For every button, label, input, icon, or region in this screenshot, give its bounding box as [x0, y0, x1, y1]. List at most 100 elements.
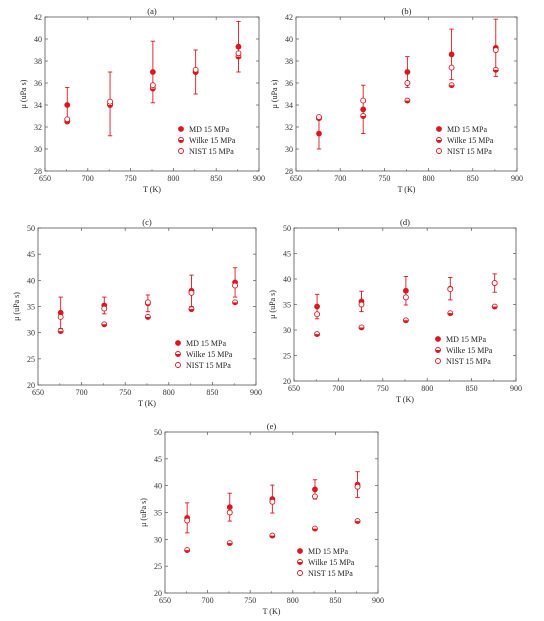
x-axis-label: T (K)	[138, 399, 156, 408]
x-tick-label: 750	[377, 384, 389, 393]
y-tick-label: 38	[34, 57, 42, 66]
data-point	[184, 547, 191, 554]
legend-marker	[435, 358, 441, 364]
data-point	[226, 540, 233, 547]
x-tick-label: 750	[378, 174, 390, 183]
data-point	[354, 483, 361, 490]
data-point	[448, 64, 455, 71]
y-tick-label: 25	[283, 352, 291, 361]
data-point	[232, 299, 239, 306]
data-point	[101, 321, 108, 328]
data-point	[404, 97, 411, 104]
legend-marker	[435, 347, 441, 353]
x-tick-label: 700	[76, 388, 88, 397]
legend-label: Wilke 15 MPa	[308, 558, 355, 567]
x-tick-label: 800	[287, 596, 299, 605]
data-point	[491, 280, 498, 287]
legend-label: Wilke 15 MPa	[186, 350, 233, 359]
data-point	[64, 102, 71, 108]
x-tick-label: 700	[334, 174, 346, 183]
legend-label: NIST 15 MPa	[186, 361, 231, 370]
legend-label: MD 15 MPa	[446, 335, 486, 344]
series-open-circle	[316, 47, 499, 121]
y-tick-label: 32	[285, 123, 293, 132]
x-tick-label: 800	[163, 388, 175, 397]
y-tick-label: 38	[285, 57, 293, 66]
legend-marker	[178, 148, 184, 154]
y-axis-label: μ (uPa s)	[12, 292, 21, 321]
series-open-circle	[64, 50, 242, 123]
y-tick-label: 34	[285, 101, 293, 110]
data-point	[360, 106, 367, 113]
x-tick-label: 700	[332, 384, 344, 393]
y-tick-label: 50	[154, 428, 162, 437]
y-tick-label: 32	[34, 123, 42, 132]
panel-title: (d)	[400, 217, 410, 227]
legend-label: MD 15 MPa	[189, 125, 229, 134]
legend-marker	[435, 336, 441, 342]
data-point	[312, 486, 318, 493]
legend-label: NIST 15 MPa	[446, 357, 491, 366]
x-tick-label: 900	[253, 174, 265, 183]
data-point	[492, 47, 499, 53]
series-filled-circle	[64, 20, 242, 137]
legend-marker	[436, 148, 442, 154]
legend-marker	[175, 362, 181, 368]
data-point	[402, 294, 409, 301]
x-tick-label: 850	[467, 174, 479, 183]
y-tick-label: 25	[27, 355, 35, 364]
data-point	[64, 116, 71, 123]
legend: MD 15 MPa Wilke 15 MPa NIST 15 MPa	[297, 547, 355, 578]
series-half-filled-circle	[57, 299, 239, 335]
legend-marker	[175, 340, 181, 346]
legend: MD 15 MPa Wilke 15 MPa NIST 15 MPa	[435, 335, 493, 366]
x-tick-label: 650	[159, 596, 171, 605]
x-axis-label: T (K)	[398, 185, 416, 194]
x-tick-label: 850	[466, 384, 478, 393]
legend-marker	[436, 126, 442, 132]
x-tick-label: 650	[290, 174, 302, 183]
y-tick-label: 36	[285, 79, 293, 88]
data-point	[316, 114, 322, 121]
y-axis-label: μ (uPa s)	[270, 79, 279, 108]
data-point	[360, 97, 367, 104]
data-point	[57, 314, 64, 320]
series-half-filled-circle	[184, 518, 361, 554]
x-tick-label: 800	[423, 174, 435, 183]
data-point	[447, 310, 454, 317]
legend-marker	[436, 137, 442, 143]
legend-label: Wilke 15 MPa	[189, 136, 236, 145]
y-tick-label: 30	[283, 326, 291, 335]
legend-label: NIST 15 MPa	[447, 147, 492, 156]
y-tick-label: 28	[285, 167, 293, 176]
chart-panel-a: (a) 650 700 750 800 850 900 28 30 32 34 36 38 40 42 T (…	[19, 6, 265, 194]
data-point	[184, 517, 191, 524]
data-point	[314, 311, 321, 318]
y-tick-label: 30	[154, 535, 162, 544]
legend-label: Wilke 15 MPa	[447, 136, 494, 145]
legend-label: Wilke 15 MPa	[446, 346, 493, 355]
data-point	[232, 282, 239, 289]
data-point	[447, 286, 454, 293]
legend-marker	[297, 559, 303, 565]
data-point	[314, 331, 321, 338]
y-tick-label: 20	[283, 377, 291, 386]
chart-panel-d: (d) 650 700 750 800 850 900 20 25 30 35 40 45 50 T (K)…	[268, 217, 522, 404]
y-tick-label: 34	[34, 101, 42, 110]
y-tick-label: 30	[34, 145, 42, 154]
x-tick-label: 700	[202, 596, 214, 605]
data-point	[448, 51, 455, 58]
data-point	[269, 532, 276, 539]
x-axis-label: T (K)	[396, 395, 414, 404]
data-point	[316, 130, 322, 137]
x-tick-label: 750	[125, 174, 137, 183]
y-tick-label: 40	[154, 482, 162, 491]
y-tick-label: 35	[27, 303, 35, 312]
y-axis-label: μ (uPa s)	[139, 498, 148, 527]
data-point	[107, 98, 114, 105]
legend: MD 15 MPa Wilke 15 MPa NIST 15 MPa	[178, 125, 236, 156]
legend-marker	[297, 570, 303, 576]
panel-group: (a) 650 700 750 800 850 900 28 30 32 34 36 38 40 42 T (…	[12, 6, 523, 616]
data-point	[404, 80, 411, 86]
x-tick-label: 800	[167, 174, 179, 183]
